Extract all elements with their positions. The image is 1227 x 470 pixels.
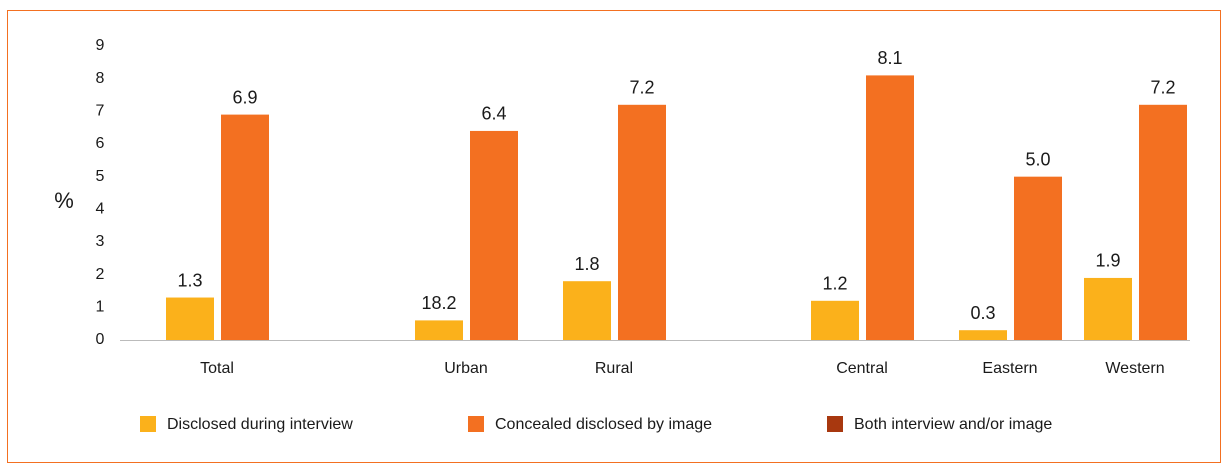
data-label: 8.1 [877,48,902,68]
data-label: 1.8 [574,254,599,274]
bar [866,75,914,341]
legend-label: Disclosed during interview [167,416,353,433]
y-tick-label: 8 [96,70,105,87]
y-tick-label: 4 [96,201,105,218]
data-label: 7.2 [1150,78,1175,98]
y-axis-label: % [54,188,74,213]
y-tick-label: 1 [96,299,105,316]
bar [1014,176,1062,340]
data-label: 1.9 [1095,251,1120,271]
data-label: 5.0 [1025,149,1050,169]
bar [415,320,463,340]
data-label: 0.3 [970,303,995,323]
y-tick-label: 2 [96,266,105,283]
bar [1139,104,1187,340]
x-tick-label: Rural [595,360,633,377]
x-tick-label: Urban [444,360,488,377]
y-tick-label: 5 [96,168,105,185]
data-label: 6.9 [232,87,257,107]
y-tick-label: 3 [96,233,105,250]
y-tick-label: 0 [96,331,105,348]
x-tick-label: Total [200,360,234,377]
bar [618,104,666,340]
bar [959,330,1007,340]
legend-swatch [468,416,484,432]
x-tick-label: Western [1105,360,1164,377]
data-label: 18.2 [421,293,456,313]
bar [811,300,859,340]
legend-label: Both interview and/or image [854,416,1052,433]
bar [1084,277,1132,340]
bar [470,130,518,340]
data-label: 1.2 [822,274,847,294]
x-tick-label: Eastern [982,360,1037,377]
bar [166,297,214,340]
y-tick-label: 9 [96,37,105,54]
y-tick-label: 6 [96,135,105,152]
y-tick-label: 7 [96,103,105,120]
legend-swatch [827,416,843,432]
data-label: 7.2 [629,78,654,98]
legend-label: Concealed disclosed by image [495,416,712,433]
bar [563,281,611,340]
data-label: 1.3 [177,270,202,290]
x-tick-label: Central [836,360,888,377]
bar [221,114,269,340]
legend-swatch [140,416,156,432]
data-label: 6.4 [481,104,506,124]
